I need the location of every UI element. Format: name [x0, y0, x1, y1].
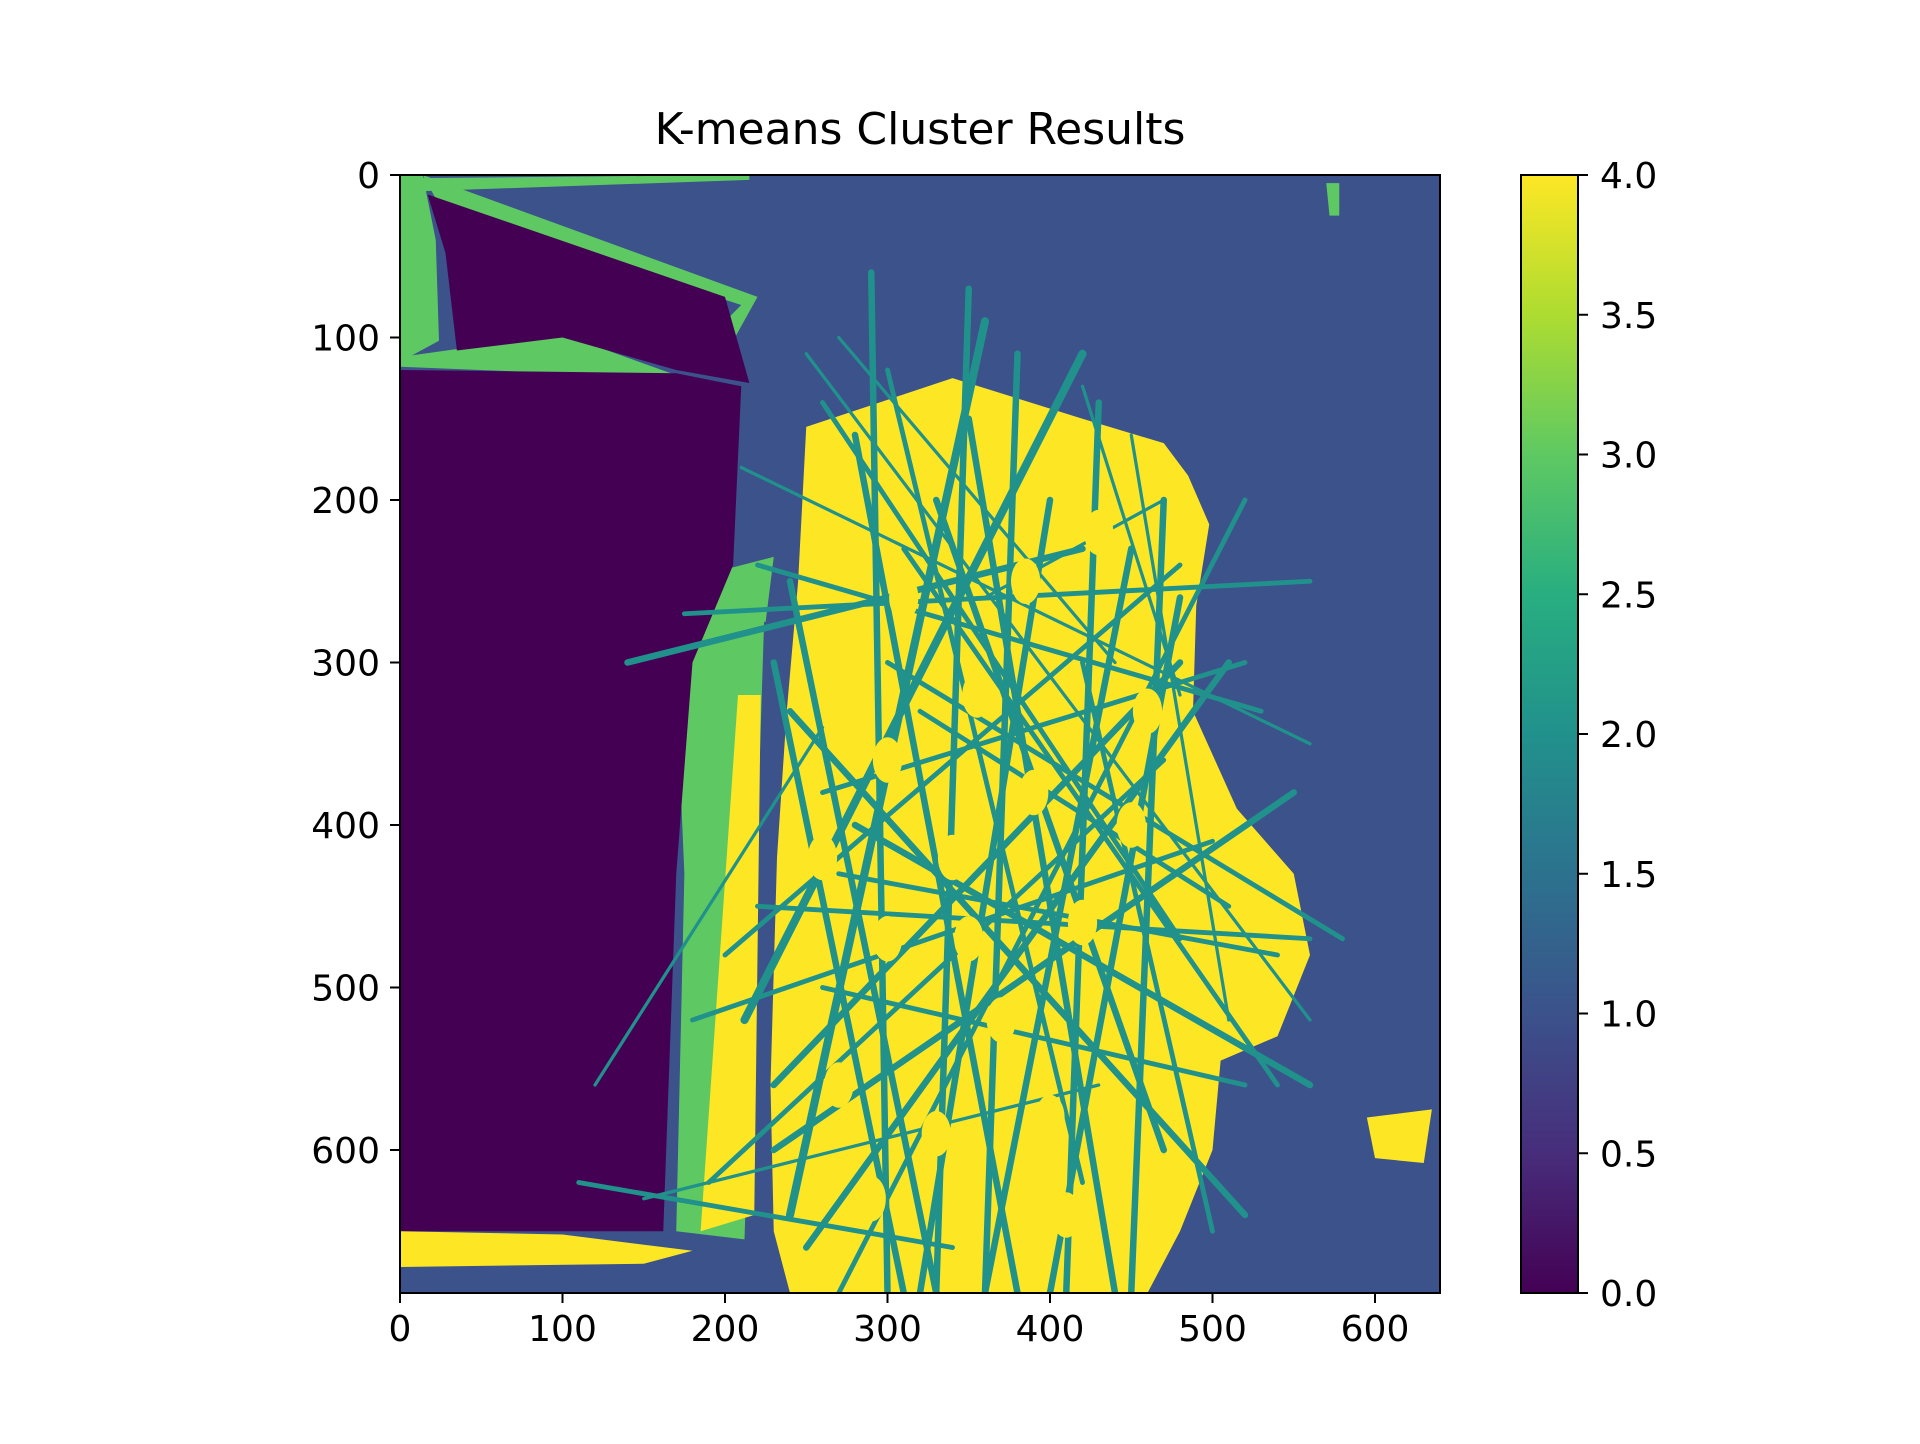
cluster-4-speck: [807, 834, 838, 881]
cluster-4-right-specks: [1366, 1109, 1432, 1163]
x-tick-label: 500: [1178, 1309, 1247, 1350]
cluster-2-strand: [739, 465, 1312, 746]
x-tick-label: 200: [691, 1309, 760, 1350]
x-tick-label: 300: [853, 1309, 922, 1350]
cluster-2-strand: [1080, 660, 1215, 1234]
x-tick-label: 600: [1341, 1309, 1410, 1350]
cluster-2-strand: [917, 708, 1232, 909]
cluster-4-speck: [921, 1111, 951, 1157]
y-axis: 0 100 200 300 400 500 600: [311, 156, 400, 1172]
x-tick-label: 0: [389, 1309, 412, 1350]
y-tick-label: 500: [311, 969, 380, 1010]
cluster-4-speck: [986, 997, 1016, 1043]
cluster-2-strand: [965, 415, 1119, 1293]
cluster-4-speck: [1084, 509, 1114, 556]
cluster-0-main: [400, 370, 742, 1232]
colorbar-tick-label: 4.0: [1600, 156, 1657, 197]
y-tick-label: 100: [311, 319, 380, 360]
cluster-2-strand: [837, 335, 1117, 665]
cluster-4-speck: [962, 672, 992, 718]
cluster-4-speck: [872, 737, 903, 783]
colorbar-tick-label: 2.0: [1600, 715, 1657, 756]
cluster-4-left-sliver: [700, 695, 761, 1232]
cluster-2-strand: [981, 545, 1135, 1293]
cluster-4-speck: [832, 639, 862, 686]
cluster-3-left-edge: [400, 175, 439, 362]
cluster-2-strand: [933, 496, 1167, 1154]
plot-frame: [399, 174, 1441, 1294]
cluster-0-upper: [427, 194, 750, 383]
cluster-2-strand: [1080, 384, 1182, 697]
cluster-2-strand: [916, 496, 1054, 1293]
colorbar: [1520, 174, 1579, 1294]
cluster-2-strand: [755, 903, 1313, 942]
x-tick-label: 400: [1016, 1309, 1085, 1350]
cluster-4-speck: [937, 834, 968, 881]
colorbar-tick-label: 3.5: [1600, 296, 1657, 337]
cluster-4-speck: [1051, 1192, 1081, 1238]
colorbar-tick-label: 3.0: [1600, 436, 1657, 477]
colorbar-tick-label: 0.0: [1600, 1274, 1657, 1315]
cluster-4-speck: [1116, 802, 1146, 848]
cluster-4-speck: [1011, 558, 1041, 604]
y-tick-label: 400: [311, 806, 380, 847]
cluster-2-strand: [885, 367, 1085, 1185]
x-tick-label: 100: [528, 1309, 597, 1350]
cluster-4-speck: [1132, 688, 1163, 734]
y-tick-label: 0: [357, 156, 380, 197]
cluster-2-strand: [593, 725, 825, 1087]
cluster-2-strand: [836, 871, 1280, 958]
cluster-4-speck: [1035, 1094, 1065, 1141]
cluster-2-strand: [804, 352, 1312, 1022]
cluster-4-speck: [889, 574, 919, 621]
cluster-2-strand: [851, 821, 1314, 1089]
cluster-2-strand: [820, 400, 1183, 942]
colorbar-tick-label: 1.5: [1600, 855, 1657, 896]
cluster-4-speck: [856, 1176, 886, 1222]
cluster-4-speck: [1067, 899, 1098, 946]
cluster-2-strand: [722, 562, 1183, 958]
cluster-2-strand: [786, 708, 1249, 1219]
cluster-2-strand: [786, 578, 940, 1293]
y-tick-label: 200: [311, 481, 380, 522]
cluster-3-top-right-patch: [1326, 183, 1340, 216]
cluster-4-speck: [872, 916, 903, 962]
cluster-3-lower-band: [400, 334, 685, 379]
cluster-2-strand: [851, 431, 1021, 1293]
cluster-4-speck: [1019, 769, 1049, 816]
cluster-4-speck: [954, 916, 984, 962]
heatmap-image: [400, 175, 1440, 1293]
y-tick-label: 600: [311, 1131, 380, 1172]
colorbar-tick-label: 0.5: [1600, 1134, 1657, 1175]
chart-title: K-means Cluster Results: [655, 104, 1186, 155]
cluster-4-bottom-strip: [400, 1231, 693, 1267]
colorbar-axis: 0.0 0.5 1.0 1.5 2.0 2.5 3.0 3.5 4.0: [1578, 156, 1657, 1315]
cluster-4-speck: [824, 1062, 854, 1108]
cluster-2-strand: [1129, 433, 1231, 1022]
x-axis: 0 100 200 300 400 500 600: [389, 1293, 1410, 1350]
cluster-2-strand: [706, 757, 1167, 1185]
y-tick-label: 300: [311, 644, 380, 685]
colorbar-tick-label: 2.5: [1600, 575, 1657, 616]
colorbar-tick-label: 1.0: [1600, 995, 1657, 1036]
cluster-2-strand: [770, 659, 1184, 1089]
